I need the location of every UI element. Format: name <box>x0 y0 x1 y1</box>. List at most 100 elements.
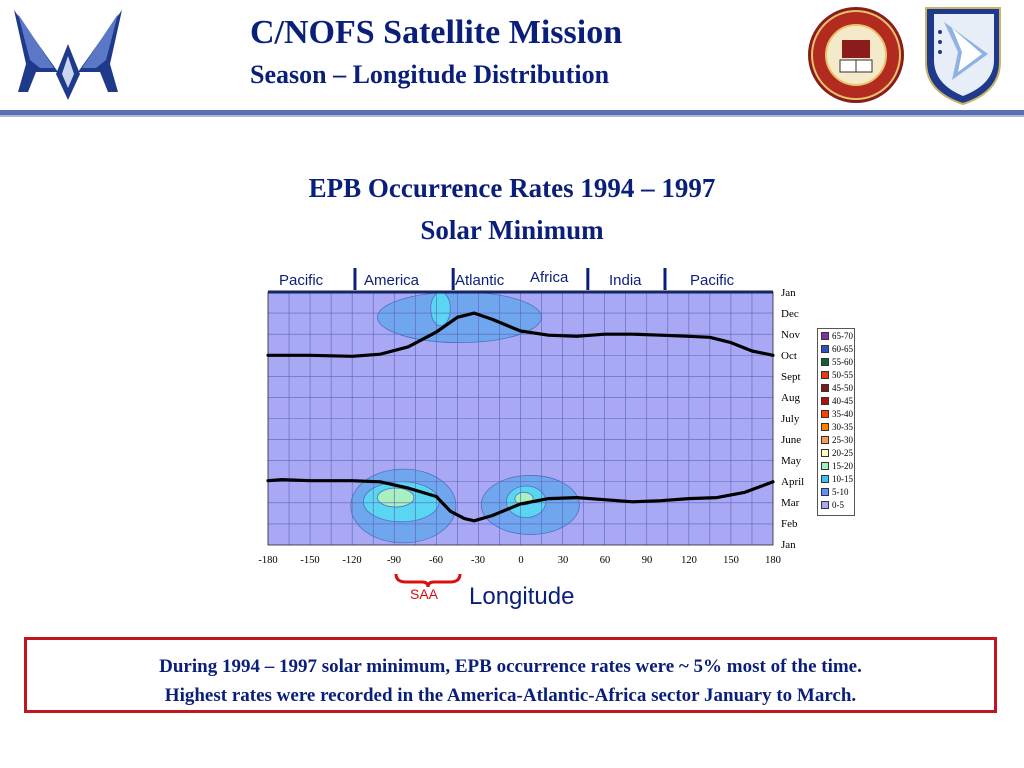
legend-swatch <box>821 332 829 340</box>
legend-swatch <box>821 410 829 418</box>
afrl-shield-icon <box>925 7 1001 106</box>
legend-swatch <box>821 488 829 496</box>
legend-swatch <box>821 449 829 457</box>
saa-brace-icon <box>394 573 462 588</box>
x-tick-m60: -60 <box>429 555 443 566</box>
region-label-pacific-west: Pacific <box>279 272 324 289</box>
chart-legend: 65-70 60-65 55-60 50-55 45-50 40-45 35-4… <box>817 328 855 516</box>
legend-swatch <box>821 371 829 379</box>
y-tick-june: June <box>781 434 802 446</box>
legend-swatch <box>821 345 829 353</box>
summary-line-2: Highest rates were recorded in the Ameri… <box>164 685 857 706</box>
x-tick-m150: -150 <box>300 555 320 566</box>
legend-item-60-65: 60-65 <box>821 344 853 354</box>
legend-label: 55-60 <box>832 357 853 367</box>
legend-item-35-40: 35-40 <box>821 409 853 419</box>
legend-label: 10-15 <box>832 474 853 484</box>
legend-label: 65-70 <box>832 331 853 341</box>
legend-swatch <box>821 384 829 392</box>
legend-label: 50-55 <box>832 370 853 380</box>
terminator-line-lower <box>266 478 775 523</box>
terminator-line-upper <box>266 311 775 358</box>
legend-label: 5-10 <box>832 487 849 497</box>
legend-swatch <box>821 358 829 366</box>
legend-item-55-60: 55-60 <box>821 357 853 367</box>
region-label-atlantic: Atlantic <box>455 272 505 289</box>
x-tick-150: 150 <box>723 555 739 566</box>
legend-item-65-70: 65-70 <box>821 331 853 341</box>
plot-frame <box>267 291 774 546</box>
legend-item-5-10: 5-10 <box>821 487 849 497</box>
legend-label: 15-20 <box>832 461 853 471</box>
legend-item-45-50: 45-50 <box>821 383 853 393</box>
legend-swatch <box>821 462 829 470</box>
region-label-india: India <box>609 272 642 289</box>
legend-swatch <box>821 475 829 483</box>
y-tick-may: May <box>781 455 802 467</box>
legend-label: 35-40 <box>832 409 853 419</box>
x-tick-60: 60 <box>599 555 611 566</box>
legend-swatch <box>821 436 829 444</box>
legend-label: 60-65 <box>832 344 853 354</box>
legend-label: 25-30 <box>832 435 853 445</box>
region-label-pacific-east: Pacific <box>690 272 735 289</box>
contour-15-20-4 <box>377 487 415 508</box>
terminator-layer <box>266 311 775 523</box>
legend-item-10-15: 10-15 <box>821 474 853 484</box>
y-tick-sept: Sept <box>781 371 801 383</box>
plot-grid <box>267 290 774 546</box>
x-tick-m120: -120 <box>342 555 362 566</box>
summary-line-1: During 1994 – 1997 solar minimum, EPB oc… <box>159 656 862 677</box>
header-rule <box>0 110 1024 117</box>
x-tick-m90: -90 <box>387 555 401 566</box>
y-tick-dec: Dec <box>781 308 799 320</box>
saa-annotation: SAA <box>410 586 439 602</box>
region-divider-2 <box>586 268 590 290</box>
y-tick-jan-bottom: Jan <box>781 539 796 551</box>
legend-swatch <box>821 423 829 431</box>
air-force-logo-icon <box>14 10 122 100</box>
boston-college-seal-icon <box>808 7 904 103</box>
region-label-america: America <box>364 272 420 289</box>
legend-item-15-20: 15-20 <box>821 461 853 471</box>
x-tick-90: 90 <box>641 555 653 566</box>
y-tick-july: July <box>781 413 800 425</box>
x-tick-0: 0 <box>518 555 524 566</box>
x-tick-180: 180 <box>765 555 781 566</box>
page-subtitle: Season – Longitude Distribution <box>250 60 610 89</box>
legend-item-30-35: 30-35 <box>821 422 853 432</box>
y-tick-oct: Oct <box>781 350 797 362</box>
legend-label: 30-35 <box>832 422 853 432</box>
region-divider-1 <box>451 268 455 290</box>
y-tick-feb: Feb <box>781 518 798 530</box>
y-tick-mar: Mar <box>781 497 800 509</box>
y-tick-april: April <box>781 476 805 488</box>
summary-note: During 1994 – 1997 solar minimum, EPB oc… <box>24 637 997 713</box>
legend-item-40-45: 40-45 <box>821 396 853 406</box>
chart-title: EPB Occurrence Rates 1994 – 1997 <box>308 173 716 203</box>
legend-swatch <box>821 397 829 405</box>
region-dividers <box>353 268 667 290</box>
x-tick-m30: -30 <box>471 555 485 566</box>
legend-label: 20-25 <box>832 448 853 458</box>
x-tick-120: 120 <box>681 555 697 566</box>
legend-item-20-25: 20-25 <box>821 448 853 458</box>
legend-item-0-5: 0-5 <box>821 500 844 510</box>
region-divider-0 <box>353 268 357 290</box>
x-tick-30: 30 <box>557 555 569 566</box>
x-axis-label: Longitude <box>469 583 575 610</box>
page-title: C/NOFS Satellite Mission <box>250 14 623 51</box>
contour-10-15-1 <box>430 291 451 327</box>
legend-label: 0-5 <box>832 500 844 510</box>
legend-label: 45-50 <box>832 383 853 393</box>
y-tick-aug: Aug <box>781 392 800 404</box>
region-divider-3 <box>663 268 667 290</box>
y-tick-jan-top: Jan <box>781 287 796 299</box>
chart-subtitle: Solar Minimum <box>420 215 604 245</box>
legend-swatch <box>821 501 829 509</box>
legend-item-50-55: 50-55 <box>821 370 853 380</box>
y-tick-nov: Nov <box>781 329 800 341</box>
legend-label: 40-45 <box>832 396 853 406</box>
legend-item-25-30: 25-30 <box>821 435 853 445</box>
